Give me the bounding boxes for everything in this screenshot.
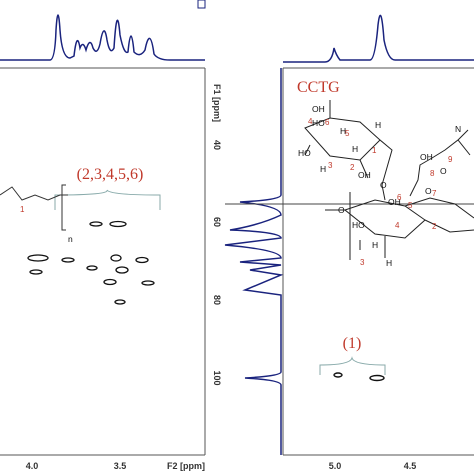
atom-label: OH (388, 197, 401, 207)
atom-number: 6 (397, 193, 402, 202)
peak-label: (1) (343, 335, 362, 352)
y-tick-label: 80 (212, 295, 222, 305)
peak-label: (2,3,4,5,6) (77, 166, 144, 183)
molecule-bonds (304, 100, 474, 260)
atom-label: H (340, 126, 346, 136)
atom-label: H (375, 120, 381, 130)
atom-number: 1 (20, 205, 25, 214)
x-tick-label: 3.5 (114, 461, 127, 471)
atom-label: O (380, 180, 387, 190)
top-spectrum-right (283, 14, 474, 63)
y-tick-label: 40 (212, 140, 222, 150)
atom-number: 5 (345, 129, 350, 138)
top-spectrum-left (0, 14, 205, 61)
atom-label: H (320, 164, 326, 174)
atom-label: O (338, 205, 345, 215)
x-axis-title: F2 [ppm] (167, 461, 205, 471)
atom-number: 3 (328, 161, 333, 170)
atom-label: H (386, 258, 392, 268)
atom-number: 9 (448, 155, 453, 164)
atom-number: 2 (432, 222, 437, 231)
atom-number: 4 (308, 117, 313, 126)
atom-label: O (440, 166, 447, 176)
panel-title: CCTG (297, 79, 340, 96)
side-spectrum (224, 68, 284, 455)
atom-label: OH (420, 152, 433, 162)
atom-label: HO (352, 220, 365, 230)
atom-label: HO (312, 118, 325, 128)
atom-label: OH (358, 170, 371, 180)
fragment-bonds (0, 186, 68, 201)
atom-label: H (372, 240, 378, 250)
x-tick-label: 4.0 (26, 461, 39, 471)
bracket (54, 189, 161, 210)
y-tick-label: 100 (212, 370, 222, 385)
x-tick-label: 4.5 (404, 461, 417, 471)
y-axis-title: F1 [ppm] (212, 84, 222, 122)
bracket (319, 356, 386, 375)
atom-label: H (352, 144, 358, 154)
atom-label: O (425, 186, 432, 196)
atom-label: OH (312, 104, 325, 114)
atom-number: 8 (430, 169, 435, 178)
atom-number: 5 (408, 201, 413, 210)
fragment-bracket (61, 184, 66, 231)
atom-number: 3 (360, 258, 365, 267)
atom-label: N (455, 124, 461, 134)
atom-number: 6 (325, 118, 330, 127)
atom-label: HO (298, 148, 311, 158)
x-tick-label: 5.0 (329, 461, 342, 471)
atom-number: 7 (432, 189, 437, 198)
y-tick-label: 60 (212, 217, 222, 227)
atom-number: 1 (372, 146, 377, 155)
marker-box (197, 0, 206, 9)
peaks-right (333, 372, 385, 382)
repeat-unit: n (68, 234, 73, 244)
atom-number: 4 (395, 221, 400, 230)
atom-number: 2 (350, 163, 355, 172)
peaks-left (27, 220, 155, 305)
